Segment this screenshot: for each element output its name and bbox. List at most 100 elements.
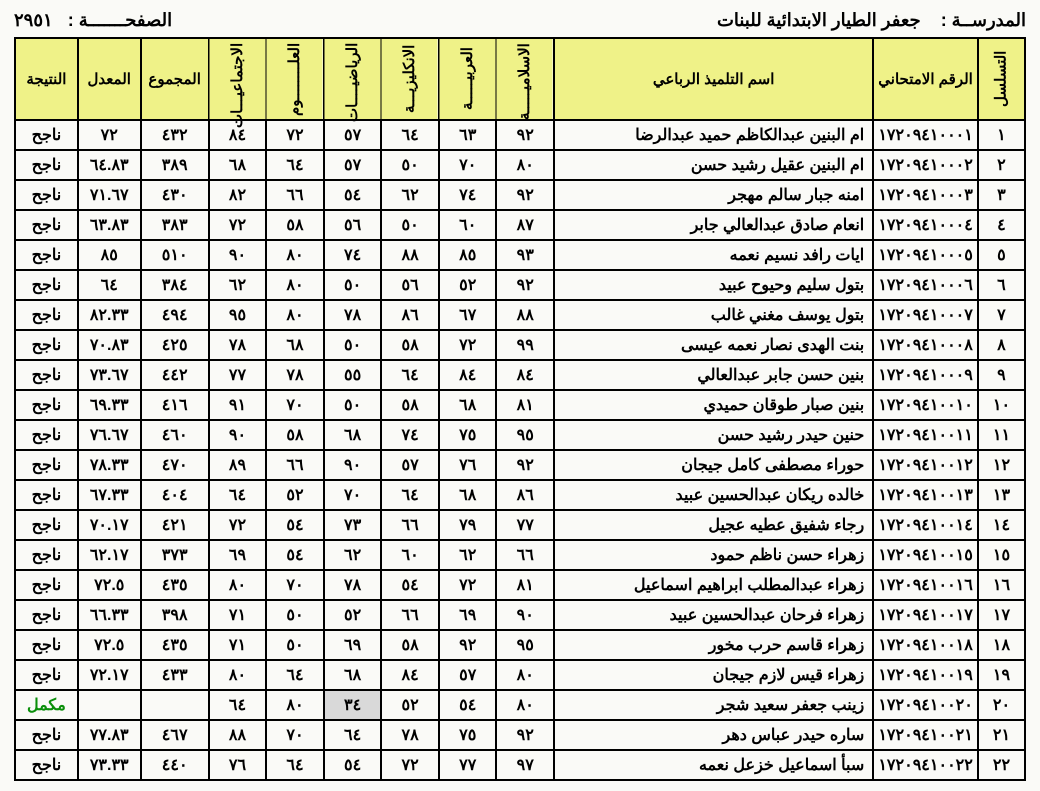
cell-islamic: ٩٩ bbox=[496, 330, 554, 360]
cell-avg: ٧٧.٨٣ bbox=[78, 720, 141, 750]
cell-seq: ٤ bbox=[978, 210, 1025, 240]
cell-arabic: ٨٥ bbox=[439, 240, 497, 270]
table-row: ١٢١٧٢٠٩٤١٠٠١٢حوراء مصطفى كامل جيجان٩٢٧٦٥… bbox=[15, 450, 1025, 480]
cell-avg: ٧٣.٦٧ bbox=[78, 360, 141, 390]
cell-islamic: ٨١ bbox=[496, 390, 554, 420]
cell-math: ٩٠ bbox=[324, 450, 382, 480]
cell-science: ٨٠ bbox=[266, 270, 324, 300]
cell-avg: ٧٢ bbox=[78, 120, 141, 150]
cell-islamic: ٩٥ bbox=[496, 630, 554, 660]
cell-seq: ٩ bbox=[978, 360, 1025, 390]
cell-seq: ١٧ bbox=[978, 600, 1025, 630]
document-header: المدرســة : جعفر الطيار الابتدائية للبنا… bbox=[14, 10, 1026, 31]
cell-science: ٨٠ bbox=[266, 300, 324, 330]
cell-name: ام البنين عبدالكاظم حميد عبدالرضا bbox=[554, 120, 873, 150]
cell-result: مكمل bbox=[15, 690, 78, 720]
cell-math: ٥٠ bbox=[324, 270, 382, 300]
cell-arabic: ٧٥ bbox=[439, 720, 497, 750]
cell-arabic: ٧٢ bbox=[439, 330, 497, 360]
cell-math: ٥٦ bbox=[324, 210, 382, 240]
cell-islamic: ٩٧ bbox=[496, 750, 554, 780]
cell-science: ٧٠ bbox=[266, 390, 324, 420]
cell-total: ٣٩٨ bbox=[141, 600, 209, 630]
cell-avg: ٦٣.٨٣ bbox=[78, 210, 141, 240]
cell-math: ٥٠ bbox=[324, 330, 382, 360]
cell-science: ٥٤ bbox=[266, 540, 324, 570]
cell-seq: ٧ bbox=[978, 300, 1025, 330]
cell-result: ناجح bbox=[15, 570, 78, 600]
cell-math: ٧٨ bbox=[324, 300, 382, 330]
cell-name: زهراء قاسم حرب مخور bbox=[554, 630, 873, 660]
table-row: ٧١٧٢٠٩٤١٠٠٠٧بتول يوسف مغني غالب٨٨٦٧٨٦٧٨٨… bbox=[15, 300, 1025, 330]
cell-islamic: ٨٧ bbox=[496, 210, 554, 240]
cell-seq: ٢١ bbox=[978, 720, 1025, 750]
cell-seq: ١٦ bbox=[978, 570, 1025, 600]
cell-name: ساره حيدر عباس دهر bbox=[554, 720, 873, 750]
cell-total: ٤٠٤ bbox=[141, 480, 209, 510]
cell-result: ناجح bbox=[15, 750, 78, 780]
cell-english: ٥٨ bbox=[381, 390, 439, 420]
cell-result: ناجح bbox=[15, 720, 78, 750]
cell-english: ٦٦ bbox=[381, 510, 439, 540]
cell-arabic: ٦٧ bbox=[439, 300, 497, 330]
cell-social: ٧٧ bbox=[209, 360, 267, 390]
cell-english: ٥٠ bbox=[381, 150, 439, 180]
cell-name: سبأ اسماعيل خزعل نعمه bbox=[554, 750, 873, 780]
cell-math: ٣٤ bbox=[324, 690, 382, 720]
cell-science: ٦٤ bbox=[266, 750, 324, 780]
cell-seq: ٨ bbox=[978, 330, 1025, 360]
cell-total: ٤٣٢ bbox=[141, 120, 209, 150]
col-islamic: الاسلاميـــــة bbox=[496, 38, 554, 120]
cell-total bbox=[141, 690, 209, 720]
cell-exam: ١٧٢٠٩٤١٠٠٠٤ bbox=[873, 210, 978, 240]
cell-math: ٦٢ bbox=[324, 540, 382, 570]
cell-exam: ١٧٢٠٩٤١٠٠٢٠ bbox=[873, 690, 978, 720]
cell-english: ٥٦ bbox=[381, 270, 439, 300]
cell-result: ناجح bbox=[15, 270, 78, 300]
cell-science: ٧٨ bbox=[266, 360, 324, 390]
cell-islamic: ٧٧ bbox=[496, 510, 554, 540]
cell-science: ٥٢ bbox=[266, 480, 324, 510]
cell-avg bbox=[78, 690, 141, 720]
cell-seq: ٢٢ bbox=[978, 750, 1025, 780]
cell-result: ناجح bbox=[15, 120, 78, 150]
cell-result: ناجح bbox=[15, 300, 78, 330]
cell-name: بتول سليم وحيوح عبيد bbox=[554, 270, 873, 300]
cell-social: ٧١ bbox=[209, 630, 267, 660]
col-social: الاجتماعيـــات bbox=[209, 38, 267, 120]
cell-math: ٧٠ bbox=[324, 480, 382, 510]
cell-arabic: ٨٤ bbox=[439, 360, 497, 390]
cell-social: ٩٥ bbox=[209, 300, 267, 330]
cell-islamic: ٩٢ bbox=[496, 120, 554, 150]
col-exam: الرقم الامتحاني bbox=[873, 38, 978, 120]
cell-name: زهراء حسن ناظم حمود bbox=[554, 540, 873, 570]
cell-seq: ٥ bbox=[978, 240, 1025, 270]
cell-math: ٥٤ bbox=[324, 750, 382, 780]
cell-english: ٨٦ bbox=[381, 300, 439, 330]
cell-science: ٥٤ bbox=[266, 510, 324, 540]
cell-total: ٤٣٥ bbox=[141, 570, 209, 600]
cell-avg: ٧٨.٣٣ bbox=[78, 450, 141, 480]
cell-exam: ١٧٢٠٩٤١٠٠٢١ bbox=[873, 720, 978, 750]
cell-social: ٦٩ bbox=[209, 540, 267, 570]
cell-name: بنين صبار طوقان حميدي bbox=[554, 390, 873, 420]
cell-math: ٦٨ bbox=[324, 420, 382, 450]
cell-english: ٦٤ bbox=[381, 360, 439, 390]
cell-seq: ٦ bbox=[978, 270, 1025, 300]
cell-avg: ٦٦.٣٣ bbox=[78, 600, 141, 630]
cell-name: زينب جعفر سعيد شجر bbox=[554, 690, 873, 720]
cell-social: ٩١ bbox=[209, 390, 267, 420]
cell-arabic: ٥٢ bbox=[439, 270, 497, 300]
cell-english: ٥٨ bbox=[381, 630, 439, 660]
cell-exam: ١٧٢٠٩٤١٠٠٠٣ bbox=[873, 180, 978, 210]
cell-avg: ٦٤ bbox=[78, 270, 141, 300]
cell-result: ناجح bbox=[15, 210, 78, 240]
cell-social: ٨٢ bbox=[209, 180, 267, 210]
cell-exam: ١٧٢٠٩٤١٠٠١٧ bbox=[873, 600, 978, 630]
cell-english: ٧٤ bbox=[381, 420, 439, 450]
cell-seq: ١٠ bbox=[978, 390, 1025, 420]
cell-math: ٥٤ bbox=[324, 180, 382, 210]
table-row: ٦١٧٢٠٩٤١٠٠٠٦بتول سليم وحيوح عبيد٩٢٥٢٥٦٥٠… bbox=[15, 270, 1025, 300]
cell-arabic: ٧٥ bbox=[439, 420, 497, 450]
cell-arabic: ٦٩ bbox=[439, 600, 497, 630]
